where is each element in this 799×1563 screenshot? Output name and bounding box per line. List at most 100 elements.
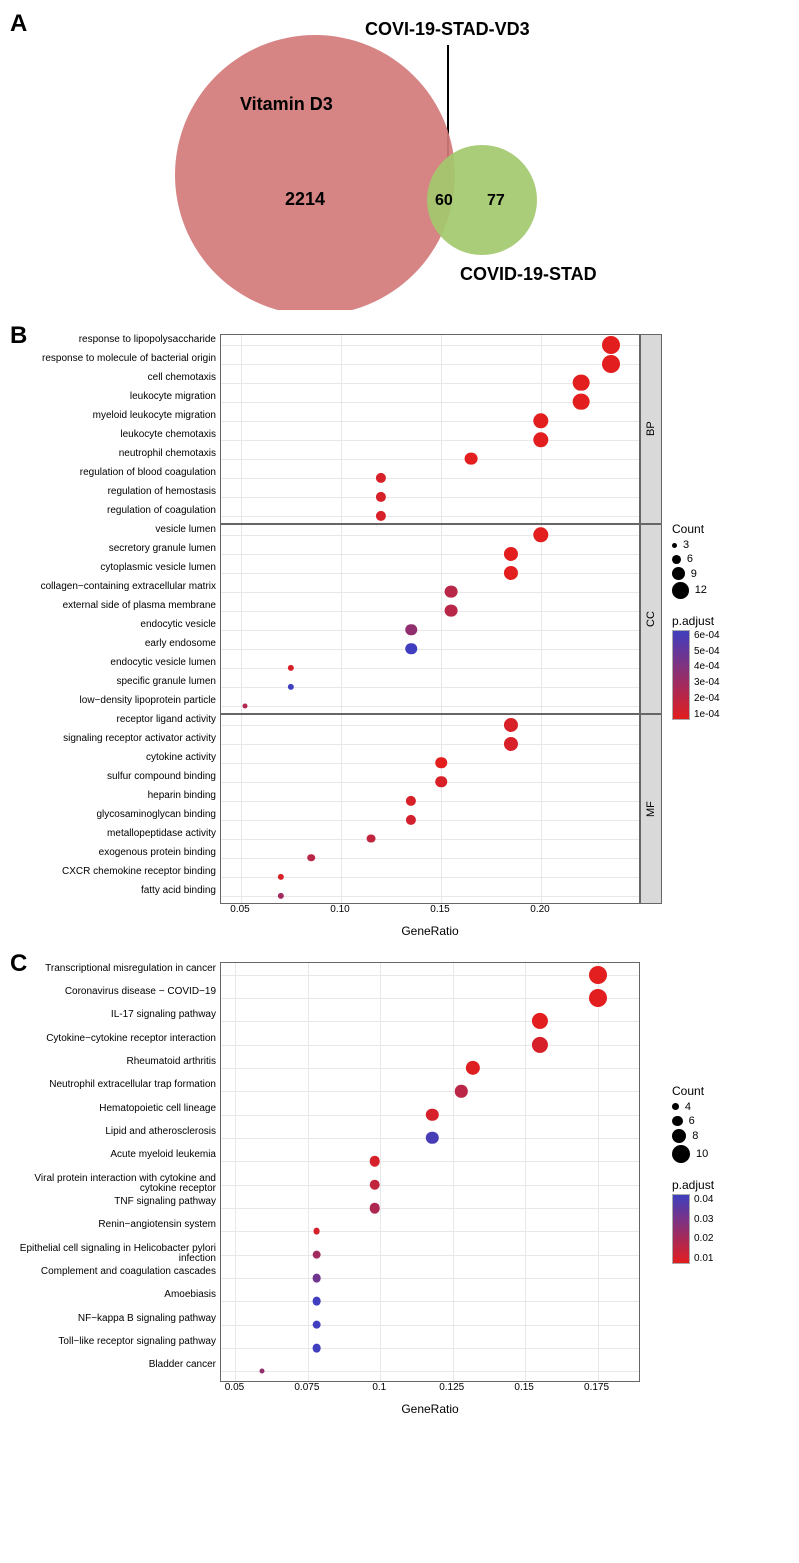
dot xyxy=(455,1085,467,1097)
panel-b-plot-area: BPCCMF xyxy=(220,334,640,904)
dot xyxy=(602,336,620,354)
size-legend-row: 6 xyxy=(672,553,750,565)
color-legend-bar xyxy=(672,630,690,720)
dot xyxy=(288,683,294,689)
xtick-label: 0.05 xyxy=(230,904,249,915)
term-label: heparin binding xyxy=(12,791,216,802)
dot xyxy=(466,1061,480,1075)
panel-b-xaxis: 0.050.100.150.20 xyxy=(220,904,640,920)
dot xyxy=(405,643,417,655)
dot xyxy=(312,1274,321,1283)
term-label: Hematopoietic cell lineage xyxy=(12,1104,216,1115)
size-legend-row: 4 xyxy=(672,1101,750,1113)
dot xyxy=(532,1013,548,1029)
dot xyxy=(589,989,607,1007)
dot xyxy=(369,1156,380,1167)
dot xyxy=(504,736,518,750)
dot xyxy=(406,814,416,824)
term-label: NF−kappa B signaling pathway xyxy=(12,1314,216,1325)
dot xyxy=(573,393,590,410)
dot xyxy=(573,374,590,391)
term-label: myeloid leukocyte migration xyxy=(12,411,216,422)
venn-set2-name: COVID-19-STAD xyxy=(460,264,597,284)
term-label: regulation of hemostasis xyxy=(12,487,216,498)
term-label: Cytokine−cytokine receptor interaction xyxy=(12,1034,216,1045)
venn-set1-name: Vitamin D3 xyxy=(240,94,333,114)
term-label: sulfur compound binding xyxy=(12,772,216,783)
term-label: Toll−like receptor signaling pathway xyxy=(12,1337,216,1348)
dot xyxy=(445,604,458,617)
term-label: Amoebiasis xyxy=(12,1290,216,1301)
size-legend-title: Count xyxy=(672,1084,750,1098)
color-legend-bar xyxy=(672,1194,690,1264)
xtick-label: 0.20 xyxy=(530,904,549,915)
term-label: cytokine activity xyxy=(12,753,216,764)
size-legend-row: 6 xyxy=(672,1115,750,1127)
panel-c-ylabels: Transcriptional misregulation in cancerC… xyxy=(10,962,220,1382)
dot xyxy=(312,1344,321,1353)
dot xyxy=(313,1228,320,1235)
dot xyxy=(406,795,416,805)
facet-strip-cc: CC xyxy=(640,524,662,714)
term-label: metallopeptidase activity xyxy=(12,829,216,840)
term-label: external side of plasma membrane xyxy=(12,601,216,612)
term-label: signaling receptor activator activity xyxy=(12,734,216,745)
term-label: cell chemotaxis xyxy=(12,373,216,384)
dot xyxy=(532,1037,548,1053)
dot xyxy=(278,892,284,898)
color-legend-title: p.adjust xyxy=(672,614,750,628)
size-legend-row: 3 xyxy=(672,539,750,551)
xtick-label: 0.175 xyxy=(584,1382,609,1393)
panel-c-xaxis: 0.050.0750.10.1250.150.175 xyxy=(220,1382,640,1398)
panel-b: B response to lipopolysaccharideresponse… xyxy=(10,322,789,938)
dot xyxy=(376,472,386,482)
xtick-label: 0.125 xyxy=(439,1382,464,1393)
venn-overlap-count: 60 xyxy=(435,192,453,209)
term-label: exogenous protein binding xyxy=(12,848,216,859)
size-legend-row: 10 xyxy=(672,1145,750,1163)
panel-a-label: A xyxy=(10,10,27,38)
dot xyxy=(312,1250,321,1259)
term-label: Bladder cancer xyxy=(12,1360,216,1371)
venn-svg: COVI-19-STAD-VD3 Vitamin D3 2214 60 77 C… xyxy=(90,10,650,310)
term-label: leukocyte chemotaxis xyxy=(12,430,216,441)
dot xyxy=(405,624,417,636)
xtick-label: 0.15 xyxy=(514,1382,533,1393)
xtick-label: 0.15 xyxy=(430,904,449,915)
facet-strip-bp: BP xyxy=(640,334,662,524)
term-label: early endosome xyxy=(12,639,216,650)
panel-b-xaxis-title: GeneRatio xyxy=(220,924,640,938)
term-label: low−density lipoprotein particle xyxy=(12,696,216,707)
term-label: response to molecule of bacterial origin xyxy=(12,354,216,365)
dot xyxy=(445,585,458,598)
term-label: cytoplasmic vesicle lumen xyxy=(12,563,216,574)
facet-strip-mf: MF xyxy=(640,714,662,904)
panel-c-plot-area xyxy=(220,962,640,1382)
dot xyxy=(278,873,284,879)
color-legend-ticks: 0.040.030.020.01 xyxy=(694,1194,713,1264)
term-label: regulation of blood coagulation xyxy=(12,468,216,479)
color-legend-title: p.adjust xyxy=(672,1178,750,1192)
venn-set2-count: 77 xyxy=(487,192,505,209)
term-label: glycosaminoglycan binding xyxy=(12,810,216,821)
size-legend-row: 12 xyxy=(672,582,750,599)
dot xyxy=(376,491,386,501)
panel-c-legend: Count46810p.adjust0.040.030.020.01 xyxy=(640,962,750,1382)
xtick-label: 0.05 xyxy=(225,1382,244,1393)
dot xyxy=(426,1108,438,1120)
dot xyxy=(369,1179,380,1190)
dot xyxy=(367,834,376,843)
dot xyxy=(465,452,478,465)
term-label: endocytic vesicle xyxy=(12,620,216,631)
term-label: Lipid and atherosclerosis xyxy=(12,1127,216,1138)
term-label: Acute myeloid leukemia xyxy=(12,1150,216,1161)
term-label: specific granule lumen xyxy=(12,677,216,688)
dot xyxy=(426,1132,438,1144)
term-label: fatty acid binding xyxy=(12,886,216,897)
term-label: neutrophil chemotaxis xyxy=(12,449,216,460)
term-label: vesicle lumen xyxy=(12,525,216,536)
term-label: leukocyte migration xyxy=(12,392,216,403)
size-legend-row: 9 xyxy=(672,567,750,580)
term-label: regulation of coagulation xyxy=(12,506,216,517)
figure: A COVI-19-STAD-VD3 Vitamin D3 2214 60 77… xyxy=(10,10,789,1416)
